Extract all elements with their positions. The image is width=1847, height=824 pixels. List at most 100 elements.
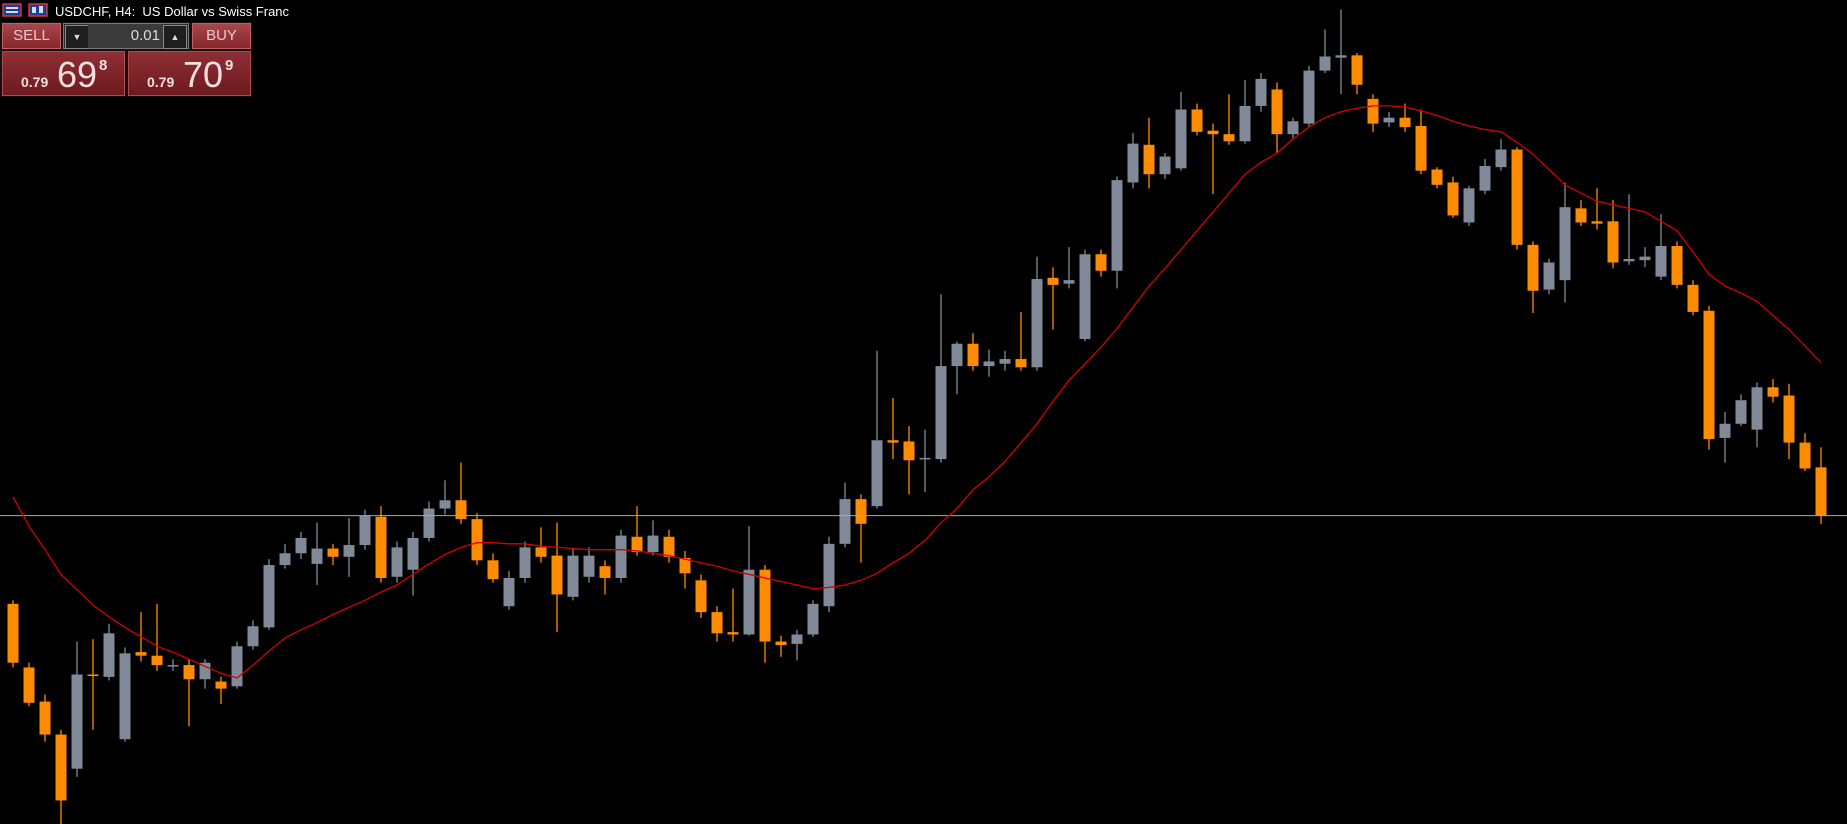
candle-body xyxy=(1111,180,1123,271)
candle-body xyxy=(647,535,659,553)
candle-body xyxy=(1335,55,1347,58)
candle-body xyxy=(583,555,595,577)
candle-body xyxy=(39,701,51,735)
candle-body xyxy=(1751,387,1763,430)
candle-body xyxy=(1719,423,1731,438)
candle-body xyxy=(503,577,515,607)
candle-body xyxy=(775,641,787,646)
candle-body xyxy=(167,665,179,667)
candle-body xyxy=(391,547,403,577)
candle-body xyxy=(1015,359,1027,368)
candle-body xyxy=(1175,109,1187,169)
toolbar-icons[interactable] xyxy=(2,3,48,17)
sell-button[interactable]: SELL xyxy=(2,23,61,49)
candle-body xyxy=(1687,284,1699,312)
candle-body xyxy=(135,652,147,656)
candle-body xyxy=(999,359,1011,364)
candle-body xyxy=(359,515,371,546)
candle-body xyxy=(759,569,771,642)
candle-body xyxy=(119,653,131,740)
candle-body xyxy=(983,361,995,367)
candle-body xyxy=(407,537,419,570)
candle-body xyxy=(375,516,387,578)
candle-body xyxy=(327,548,339,557)
candle-body xyxy=(279,553,291,566)
candle-body xyxy=(1127,143,1139,183)
candle-body xyxy=(1639,256,1651,261)
candle-body xyxy=(343,545,355,557)
price-small: 9 xyxy=(225,57,234,74)
candle-body xyxy=(487,560,499,580)
candle-body xyxy=(247,626,259,647)
candle-body xyxy=(1431,169,1443,185)
candle-body xyxy=(1511,149,1523,245)
candle-body xyxy=(631,536,643,553)
candle-body xyxy=(1319,56,1331,71)
candle-body xyxy=(455,500,467,520)
candle-body xyxy=(1207,130,1219,135)
candle-body xyxy=(567,555,579,597)
candle-body xyxy=(871,440,883,507)
price-prefix: 0.79 xyxy=(147,74,175,90)
candle-body xyxy=(1095,254,1107,271)
volume-value[interactable]: 0.01 xyxy=(88,24,164,48)
chart-title: USDCHF, H4: US Dollar vs Swiss Franc xyxy=(55,4,290,19)
candle-body xyxy=(471,519,483,561)
candle-body xyxy=(1303,70,1315,124)
candle-body xyxy=(1655,246,1667,277)
candle-body xyxy=(1143,144,1155,175)
candle-body xyxy=(1575,208,1587,223)
candle-body xyxy=(199,662,211,680)
candle-body xyxy=(1735,400,1747,424)
one-click-panel: SELL ▼ 0.01 ▲ BUY 0.79 69 8 0.79 70 9 xyxy=(0,22,252,97)
candle-body xyxy=(679,557,691,574)
buy-price[interactable]: 0.79 70 9 xyxy=(128,51,251,96)
candle-body xyxy=(1239,105,1251,142)
candle-body xyxy=(1223,134,1235,142)
candle-body xyxy=(1799,442,1811,469)
candle-body xyxy=(935,366,947,460)
candle-body xyxy=(743,569,755,635)
candle-body xyxy=(727,632,739,635)
candle-body xyxy=(791,634,803,644)
candle-body xyxy=(1031,278,1043,368)
candle-body xyxy=(1271,89,1283,135)
candle-body xyxy=(1527,244,1539,291)
candle-body xyxy=(967,343,979,367)
candle-body xyxy=(1047,277,1059,285)
volume-down[interactable]: ▼ xyxy=(65,25,89,49)
price-small: 8 xyxy=(99,57,108,74)
moving-average xyxy=(12,105,1822,679)
volume-up[interactable]: ▲ xyxy=(163,25,187,49)
price-big: 69 xyxy=(57,54,98,95)
candle-body xyxy=(55,734,67,801)
candle-body xyxy=(1079,254,1091,340)
candle-body xyxy=(1543,262,1555,290)
candle-body xyxy=(1255,78,1267,106)
candle-body xyxy=(839,499,851,544)
candle-body xyxy=(1287,121,1299,135)
candle-body xyxy=(551,555,563,595)
candle-body xyxy=(151,655,163,666)
candle-body xyxy=(1703,310,1715,440)
price-prefix: 0.79 xyxy=(21,74,49,90)
candle-body xyxy=(519,547,531,578)
candle-body xyxy=(1591,221,1603,224)
candle-body xyxy=(183,665,195,680)
candle-body xyxy=(1399,117,1411,128)
sell-price[interactable]: 0.79 69 8 xyxy=(2,51,125,96)
candle-body xyxy=(711,612,723,634)
candle-body xyxy=(1159,156,1171,175)
candle-body xyxy=(295,537,307,554)
candle-body xyxy=(663,536,675,557)
candle-body xyxy=(599,566,611,578)
candle-body xyxy=(1191,109,1203,132)
candle-body xyxy=(1671,246,1683,285)
buy-button[interactable]: BUY xyxy=(192,23,251,49)
candle-body xyxy=(1447,182,1459,216)
candle-body xyxy=(1559,207,1571,281)
candle-body xyxy=(423,508,435,538)
candle-body xyxy=(1415,125,1427,171)
